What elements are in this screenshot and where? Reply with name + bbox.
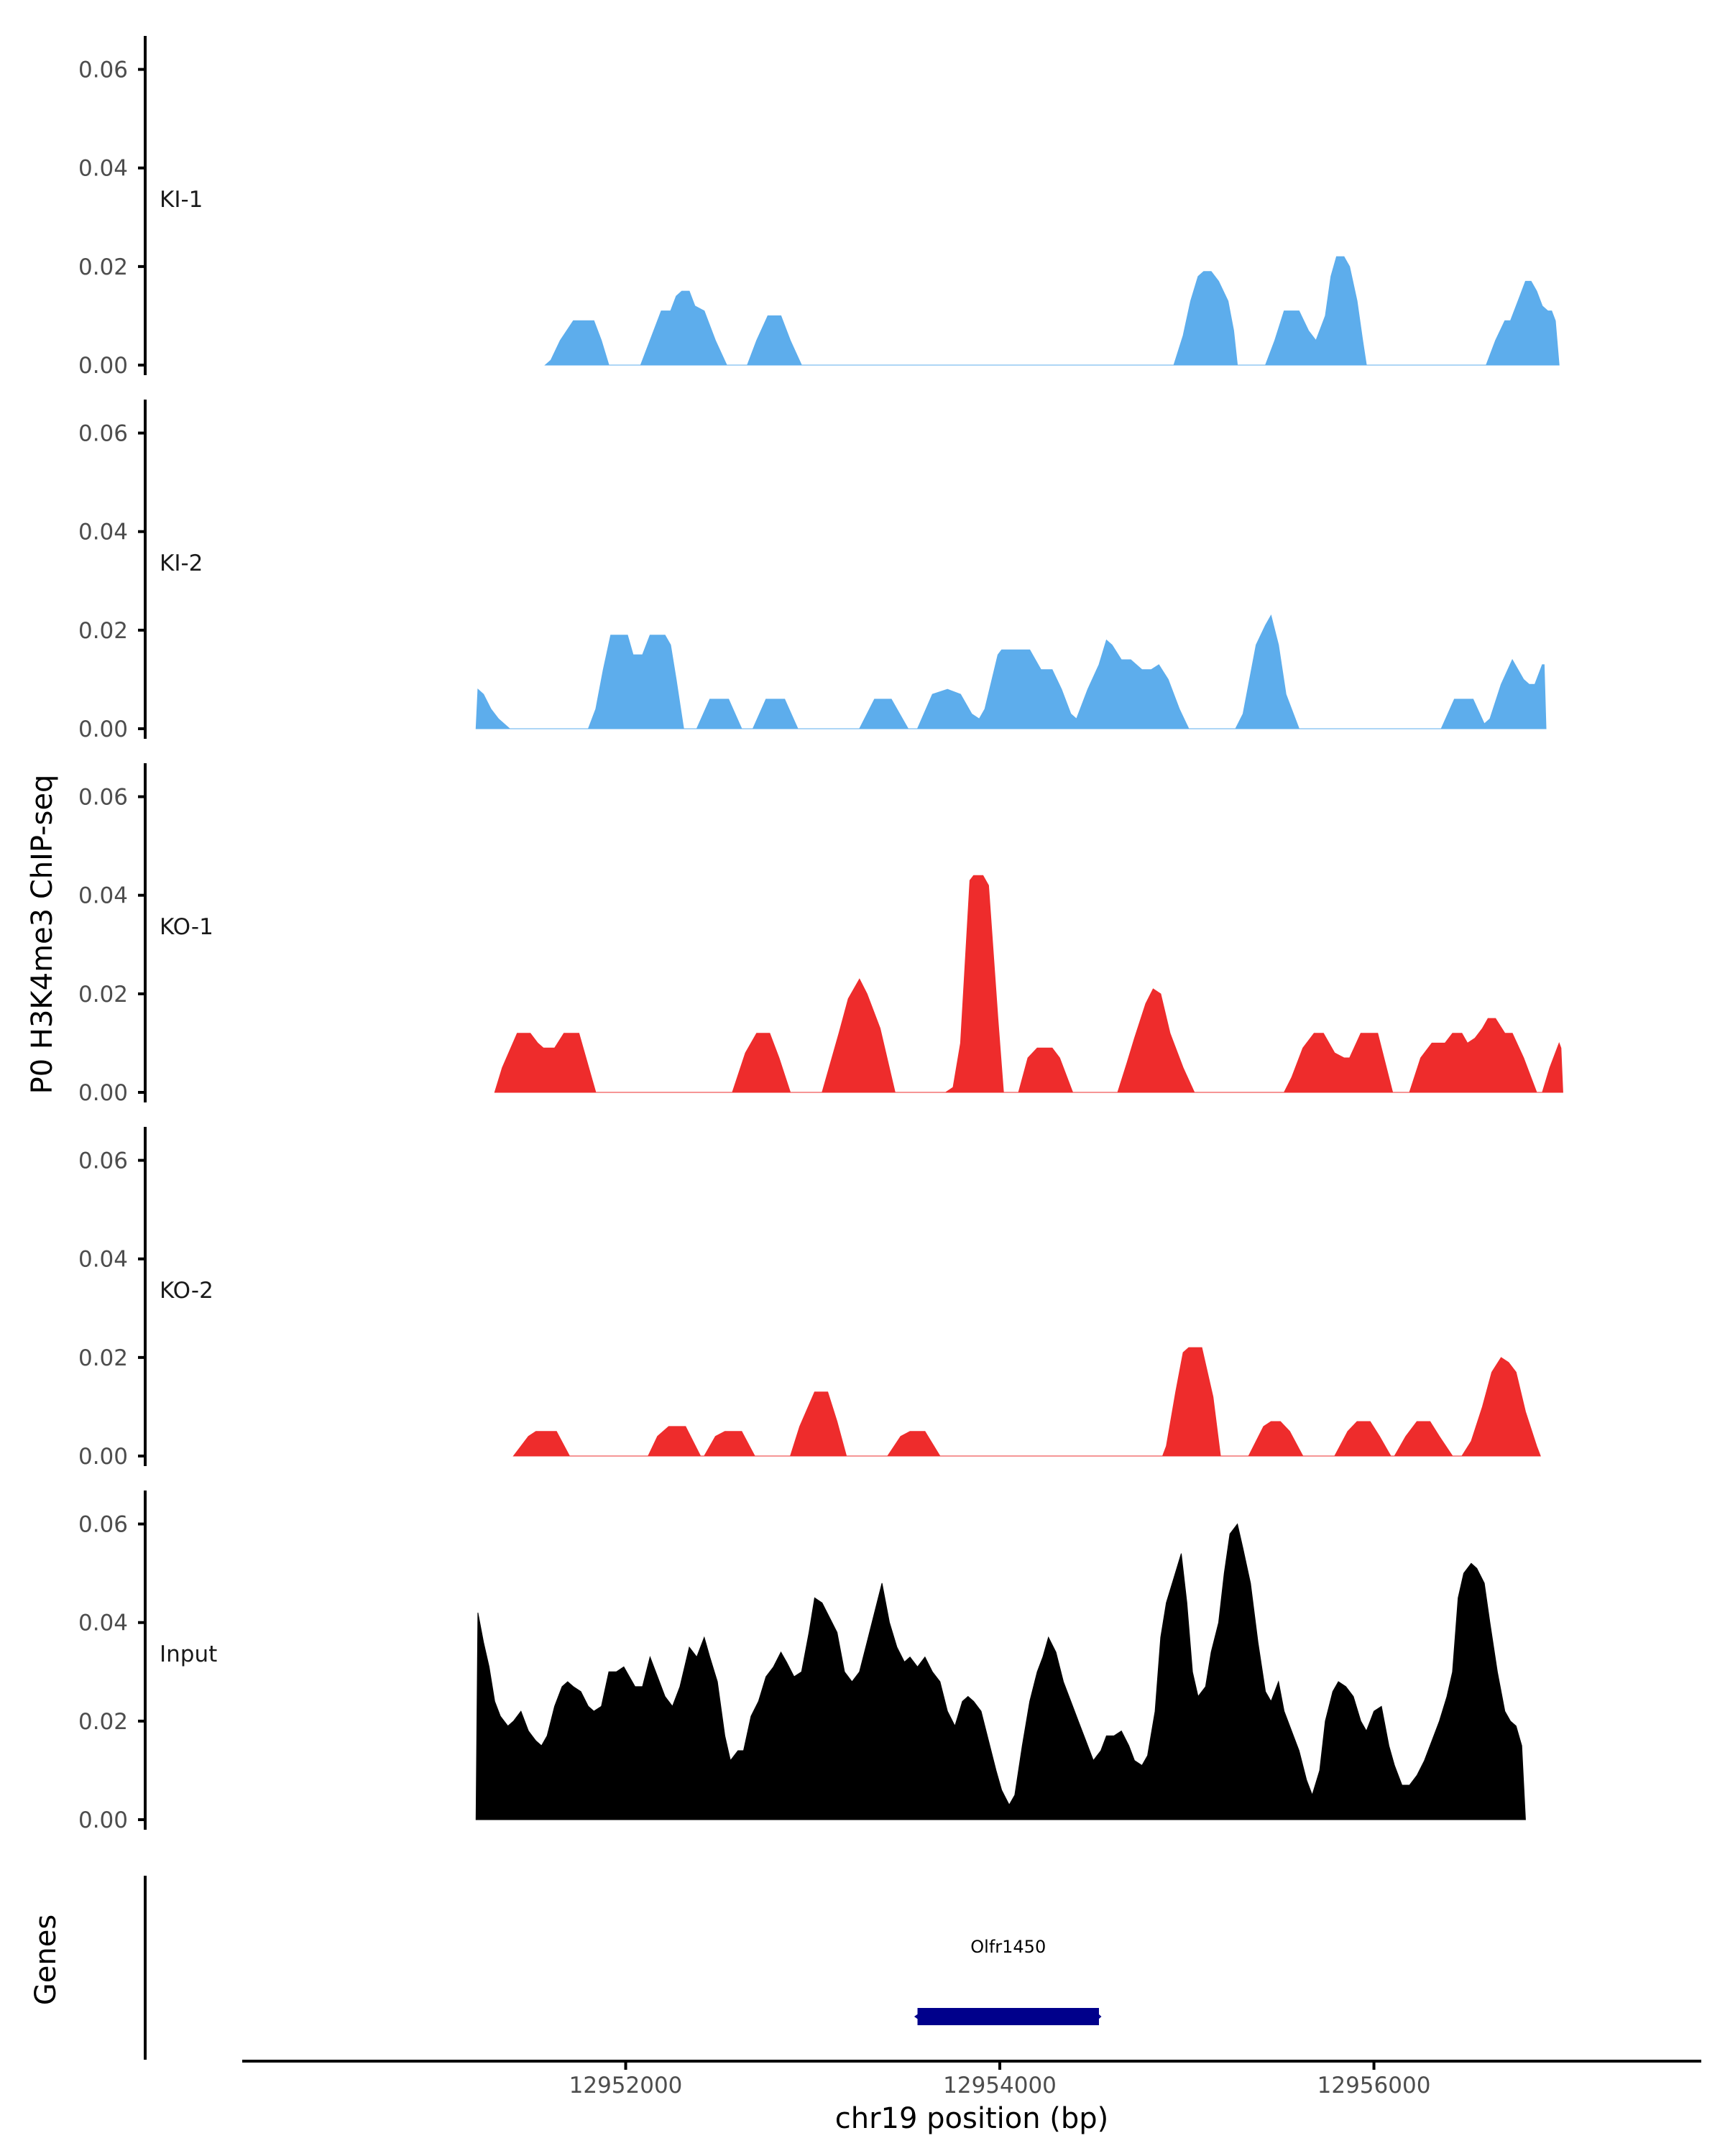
gene-track-panel: Genes Olfr1450 — [29, 1876, 1102, 2060]
y-tick-label: 0.04 — [78, 520, 128, 545]
x-tick-label: 12952000 — [569, 2073, 683, 2099]
strand-end-icon — [1094, 2011, 1102, 2022]
strand-arrow-icon — [914, 2010, 924, 2023]
x-axis: 12952000 12954000 12956000 chr19 position … — [242, 2060, 1701, 2135]
track-label-ki-1: KI-1 — [160, 187, 203, 213]
y-tick-label: 0.06 — [78, 57, 128, 83]
track-input: 0.00 0.02 0.04 0.06 Input — [78, 1491, 1526, 1833]
gene-olfr1450: Olfr1450 — [914, 1937, 1102, 2025]
gene-body-olfr1450 — [917, 2008, 1099, 2025]
y-tick-label: 0.00 — [78, 1807, 128, 1833]
y-tick-label: 0.02 — [78, 254, 128, 280]
y-tick-label: 0.06 — [78, 1512, 128, 1538]
y-tick-label: 0.02 — [78, 1345, 128, 1371]
track-label-ko-2: KO-2 — [160, 1278, 213, 1304]
y-tick-label: 0.02 — [78, 982, 128, 1008]
x-axis-title: chr19 position (bp) — [835, 2102, 1109, 2135]
y-tick-label: 0.00 — [78, 1444, 128, 1470]
gene-label-olfr1450: Olfr1450 — [970, 1937, 1046, 1957]
track-panels: 0.00 0.02 0.04 0.06 KI-1 0.00 0.02 0.04 0.06 KI-2… — [78, 36, 1563, 1833]
x-tick-label: 12956000 — [1317, 2073, 1431, 2099]
y-tick-label: 0.06 — [78, 1148, 128, 1174]
y-tick-label: 0.02 — [78, 1709, 128, 1735]
track-ko-2: 0.00 0.02 0.04 0.06 KO-2 — [78, 1127, 1541, 1470]
y-tick-label: 0.04 — [78, 883, 128, 909]
signal-area-ki-2 — [475, 614, 1547, 729]
y-tick-label: 0.04 — [78, 156, 128, 182]
y-tick-label: 0.00 — [78, 1080, 128, 1106]
y-tick-label: 0.04 — [78, 1247, 128, 1273]
track-label-ki-2: KI-2 — [160, 550, 203, 576]
y-tick-label: 0.00 — [78, 717, 128, 742]
gene-track-title: Genes — [29, 1915, 63, 2005]
x-tick-label: 12954000 — [943, 2073, 1057, 2099]
track-label-input: Input — [160, 1641, 217, 1667]
y-tick-label: 0.02 — [78, 618, 128, 644]
track-ko-1: 0.00 0.02 0.04 0.06 KO-1 — [78, 763, 1563, 1106]
signal-area-ko-1 — [494, 875, 1563, 1093]
track-ki-2: 0.00 0.02 0.04 0.06 KI-2 — [78, 400, 1547, 742]
signal-area-ki-1 — [544, 256, 1560, 366]
track-ki-1: 0.00 0.02 0.04 0.06 KI-1 — [78, 36, 1560, 379]
x-axis-ticks: 12952000 12954000 12956000 — [569, 2061, 1431, 2099]
y-tick-label: 0.04 — [78, 1611, 128, 1636]
gene-models: Olfr1450 — [914, 1937, 1102, 2025]
signal-area-input — [475, 1523, 1526, 1820]
track-label-ko-1: KO-1 — [160, 914, 213, 940]
y-tick-label: 0.06 — [78, 421, 128, 447]
y-tick-label: 0.06 — [78, 785, 128, 811]
signal-area-ko-2 — [512, 1347, 1541, 1457]
y-axis-title: P0 H3K4me3 ChIP-seq — [26, 775, 59, 1095]
y-tick-label: 0.00 — [78, 353, 128, 379]
